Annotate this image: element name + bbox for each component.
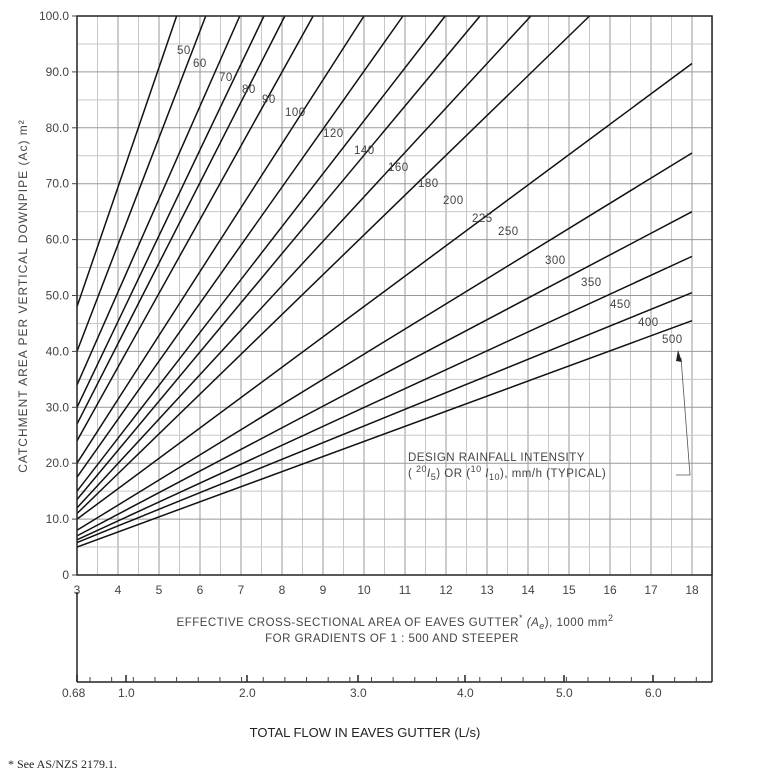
curve-350 [76,210,693,537]
curve-label: 90 [262,94,276,106]
x-tick-label: 15 [562,583,576,597]
secondary-flow-axis: 0.68 1.0 2.0 3.0 4.0 5.0 6.0 [62,575,713,700]
flow-tick-label: 6.0 [645,686,662,700]
curve-120 [76,15,365,464]
curve-label: 180 [418,178,439,190]
arrowhead-icon [676,350,682,362]
curve-label: 70 [219,72,233,84]
legend-leader-line [676,357,691,476]
curve-label: 200 [443,195,464,207]
curve-label: 300 [545,255,566,267]
curve-90 [76,15,286,425]
curve-label: 60 [193,58,207,70]
secondary-axis-title: TOTAL FLOW IN EAVES GUTTER (L/s) [249,725,481,740]
y-axis-title: CATCHMENT AREA PER VERTICAL DOWNPIPE (Ac… [16,119,30,473]
y-axis-ticks: 0 10.0 20.0 30.0 40.0 50.0 60.0 70.0 80.0 90.0 100… [39,9,77,582]
rainfall-curves [76,15,693,548]
x-tick-label: 9 [320,583,327,597]
curve-label: 350 [581,277,602,289]
y-tick-label: 40.0 [46,344,70,358]
curve-label: 400 [638,317,659,329]
curve-140 [76,15,404,478]
y-tick-label: 30.0 [46,400,70,414]
curve-label: 500 [662,334,683,346]
curve-80 [76,15,265,408]
curve-200 [76,15,532,509]
flow-tick-label: 3.0 [350,686,367,700]
flow-tick-label: 1.0 [118,686,135,700]
x-tick-label: 4 [115,583,122,597]
x-tick-label: 17 [644,583,658,597]
y-tick-label: 50.0 [46,289,70,303]
curve-250 [76,62,693,520]
y-tick-label: 60.0 [46,233,70,247]
curve-label: 160 [388,162,409,174]
x-tick-label: 16 [603,583,617,597]
x-axis-ticks: 3 4 5 6 7 8 9 10 11 12 13 14 15 16 17 18 [74,583,699,597]
x-tick-label: 5 [156,583,163,597]
curve-500 [76,319,693,548]
curve-160 [76,15,446,492]
x-tick-label: 12 [439,583,453,597]
x-tick-label: 8 [279,583,286,597]
footnote: * See AS/NZS 2179.1. [8,757,118,771]
curve-label: 225 [472,213,493,225]
x-tick-label: 3 [74,583,81,597]
curve-label: 450 [610,299,631,311]
flow-tick-label: 5.0 [556,686,573,700]
x-axis-title-line1: EFFECTIVE CROSS-SECTIONAL AREA OF EAVES … [177,613,614,631]
x-tick-label: 6 [197,583,204,597]
y-tick-label: 20.0 [46,456,70,470]
curve-450 [76,255,693,541]
y-tick-label: 90.0 [46,65,70,79]
y-tick-label: 70.0 [46,177,70,191]
curve-label: 250 [498,226,519,238]
x-axis-title-line2: FOR GRADIENTS OF 1 : 500 AND STEEPER [265,633,519,645]
curve-70 [76,15,241,386]
y-tick-label: 100.0 [39,9,69,23]
y-tick-label: 0 [62,568,69,582]
curve-label: 100 [285,107,306,119]
curve-400 [76,292,693,544]
x-tick-label: 7 [238,583,245,597]
x-tick-label: 18 [685,583,699,597]
x-tick-label: 10 [357,583,371,597]
curve-225 [76,15,591,515]
curve-label: 140 [354,145,375,157]
grid-lines [76,16,713,575]
legend-line2: ( 20I5) OR (10 I10), mm/h (TYPICAL) [408,464,606,482]
curve-300 [76,152,693,531]
x-tick-label: 11 [399,583,412,597]
x-tick-label: 13 [480,583,494,597]
curve-100 [76,15,314,442]
x-tick-label: 14 [521,583,535,597]
curve-label: 80 [242,84,256,96]
flow-tick-label: 0.68 [62,686,86,700]
legend-line1: DESIGN RAINFALL INTENSITY [408,452,585,464]
y-tick-label: 80.0 [46,121,70,135]
flow-tick-label: 2.0 [239,686,256,700]
curve-label: 50 [177,45,191,57]
y-tick-label: 10.0 [46,512,70,526]
flow-tick-label: 4.0 [457,686,474,700]
rainfall-legend: DESIGN RAINFALL INTENSITY ( 20I5) OR (10… [408,350,691,482]
curve-180 [76,15,481,501]
curve-60 [76,15,207,352]
curve-label: 120 [323,128,344,140]
curve-50 [76,15,178,307]
